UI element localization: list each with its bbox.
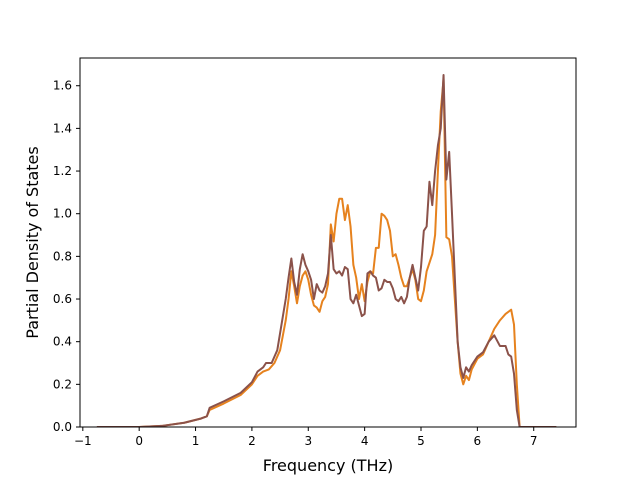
y-tick-label: 1.6 bbox=[53, 79, 72, 93]
y-tick-label: 1.0 bbox=[53, 207, 72, 221]
y-axis: 0.0 0.2 0.4 0.6 0.8 1.0 1.2 1.4 1.6 bbox=[53, 79, 80, 434]
x-axis-title: Frequency (THz) bbox=[263, 456, 393, 475]
x-tick-label: 6 bbox=[474, 434, 482, 448]
x-tick-label: 0 bbox=[135, 434, 143, 448]
y-tick-label: 1.4 bbox=[53, 121, 72, 135]
y-tick-label: 0.4 bbox=[53, 335, 72, 349]
series-layer bbox=[96, 74, 557, 427]
y-tick-label: 0.2 bbox=[53, 377, 72, 391]
y-tick-label: 0.6 bbox=[53, 292, 72, 306]
series-line-2 bbox=[96, 74, 557, 427]
x-axis: −1 0 1 2 3 4 5 6 7 bbox=[74, 427, 538, 448]
plot-area bbox=[80, 58, 576, 427]
plot-frame bbox=[79, 57, 577, 428]
x-tick-label: 4 bbox=[361, 434, 369, 448]
x-tick-label: 3 bbox=[304, 434, 312, 448]
x-tick-label: 2 bbox=[248, 434, 256, 448]
y-tick-label: 0.0 bbox=[53, 420, 72, 434]
y-tick-label: 1.2 bbox=[53, 164, 72, 178]
x-tick-label: 5 bbox=[417, 434, 425, 448]
y-tick-label: 0.8 bbox=[53, 249, 72, 263]
x-tick-label: −1 bbox=[74, 434, 92, 448]
x-tick-label: 7 bbox=[530, 434, 538, 448]
x-tick-label: 1 bbox=[192, 434, 200, 448]
y-axis-title: Partial Density of States bbox=[23, 146, 42, 338]
